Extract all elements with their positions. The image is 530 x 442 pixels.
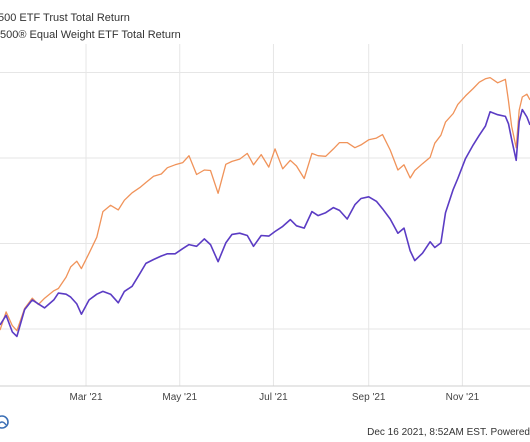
x-tick-label-0: Mar '21 <box>70 392 103 403</box>
series-layer <box>0 76 530 338</box>
series-line-2 <box>0 76 530 332</box>
x-tick-label-2: Jul '21 <box>259 392 288 403</box>
footer-timestamp: Dec 16 2021, 8:52AM EST. Powered <box>367 427 530 438</box>
globe-logo-icon <box>0 414 10 435</box>
chart-legend: 500 ETF Trust Total Return 500® Equal We… <box>0 10 181 44</box>
legend-item-series-1: 500 ETF Trust Total Return <box>0 12 130 24</box>
x-axis-ticks: Mar '21 May '21 Jul '21 Sep '21 Nov '21 <box>70 392 480 403</box>
series-line-1 <box>0 108 530 338</box>
legend-item-series-2: 500® Equal Weight ETF Total Return <box>0 29 181 41</box>
x-tick-label-3: Sep '21 <box>352 392 386 403</box>
x-tick-label-4: Nov '21 <box>446 392 480 403</box>
x-tick-label-1: May '21 <box>162 392 197 403</box>
grid-layer <box>0 44 530 387</box>
